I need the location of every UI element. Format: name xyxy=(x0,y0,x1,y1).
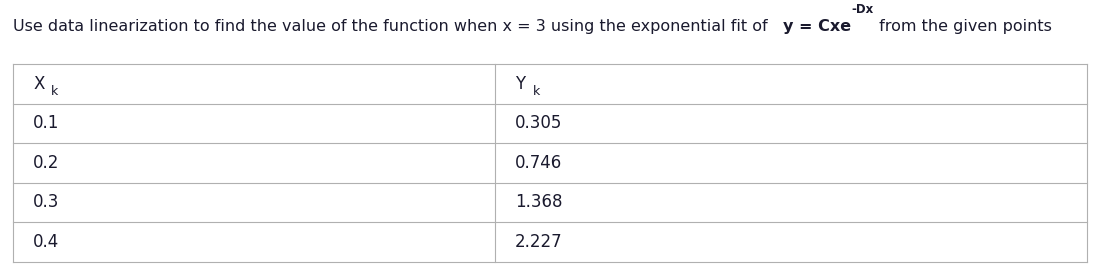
Text: 0.4: 0.4 xyxy=(33,233,59,251)
Text: y = Cxe: y = Cxe xyxy=(783,19,851,34)
Text: X: X xyxy=(33,75,44,93)
Text: 0.746: 0.746 xyxy=(515,154,562,172)
Text: 0.2: 0.2 xyxy=(33,154,59,172)
Text: k: k xyxy=(51,85,58,98)
Text: Y: Y xyxy=(515,75,525,93)
Text: from the given points: from the given points xyxy=(873,19,1052,34)
Text: -Dx: -Dx xyxy=(851,3,873,16)
Text: 2.227: 2.227 xyxy=(515,233,562,251)
Text: 0.305: 0.305 xyxy=(515,114,562,132)
Text: 0.3: 0.3 xyxy=(33,193,59,211)
Text: Use data linearization to find the value of the function when x = 3 using the ex: Use data linearization to find the value… xyxy=(13,19,783,34)
Text: 0.1: 0.1 xyxy=(33,114,59,132)
Text: 1.368: 1.368 xyxy=(515,193,562,211)
Text: k: k xyxy=(532,85,540,98)
